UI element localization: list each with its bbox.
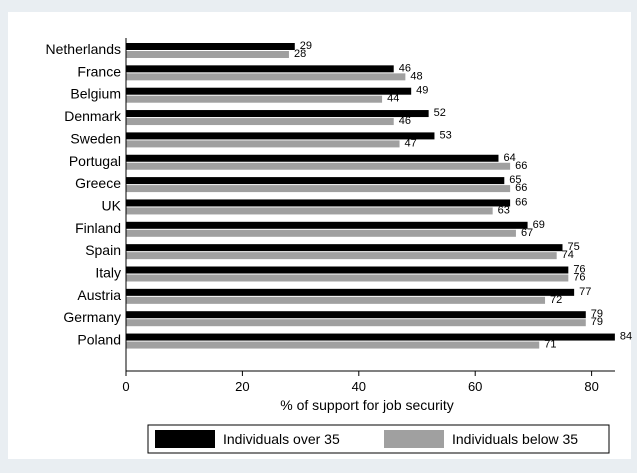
value-label-netherlands-below-35: 28 — [294, 48, 306, 60]
category-label-belgium: Belgium — [70, 86, 121, 102]
bar-belgium-over-35 — [126, 87, 412, 95]
value-label-austria-over-35: 77 — [579, 286, 591, 298]
x-tick-label-0: 0 — [122, 379, 129, 394]
value-label-greece-below-35: 66 — [515, 182, 527, 194]
bar-greece-below-35 — [126, 185, 511, 193]
value-label-italy-over-35: 76 — [573, 264, 585, 276]
value-label-finland-below-35: 67 — [521, 227, 533, 239]
legend-box — [147, 424, 610, 454]
value-label-france-over-35: 46 — [399, 62, 411, 74]
bar-greece-over-35 — [126, 177, 505, 185]
value-label-poland-below-35: 71 — [544, 339, 556, 351]
value-label-belgium-over-35: 49 — [416, 85, 428, 97]
value-label-denmark-below-35: 46 — [399, 115, 411, 127]
category-label-denmark: Denmark — [64, 108, 122, 124]
value-label-italy-below-35: 76 — [573, 272, 585, 284]
value-label-uk-over-35: 66 — [515, 196, 527, 208]
bar-austria-over-35 — [126, 288, 575, 296]
bar-poland-over-35 — [126, 333, 615, 341]
value-label-poland-over-35: 84 — [620, 331, 632, 343]
value-label-greece-over-35: 65 — [509, 174, 521, 186]
bar-austria-below-35 — [126, 296, 546, 304]
value-label-germany-over-35: 79 — [591, 308, 603, 320]
category-label-uk: UK — [102, 197, 122, 213]
category-label-sweden: Sweden — [70, 130, 121, 146]
value-label-belgium-below-35: 44 — [387, 93, 399, 105]
bar-uk-over-35 — [126, 199, 511, 207]
legend-swatch-over-35 — [155, 430, 215, 448]
bar-italy-below-35 — [126, 274, 569, 282]
bar-denmark-over-35 — [126, 110, 429, 118]
category-label-netherlands: Netherlands — [46, 41, 122, 57]
bar-sweden-over-35 — [126, 132, 435, 140]
value-label-sweden-below-35: 47 — [405, 137, 417, 149]
bar-poland-below-35 — [126, 341, 540, 349]
bar-portugal-below-35 — [126, 162, 511, 170]
legend-label-below-35: Individuals below 35 — [452, 431, 578, 447]
bar-portugal-over-35 — [126, 154, 499, 162]
category-label-austria: Austria — [77, 287, 121, 303]
bar-spain-below-35 — [126, 252, 557, 260]
category-label-italy: Italy — [95, 265, 121, 281]
value-label-spain-over-35: 75 — [568, 241, 580, 253]
legend-swatch-below-35 — [384, 430, 444, 448]
x-tick-label-40: 40 — [352, 379, 366, 394]
category-label-spain: Spain — [85, 242, 121, 258]
value-label-portugal-over-35: 64 — [503, 152, 515, 164]
bar-finland-over-35 — [126, 221, 528, 229]
value-label-germany-below-35: 79 — [591, 316, 603, 328]
bar-uk-below-35 — [126, 207, 493, 215]
bar-netherlands-over-35 — [126, 43, 295, 50]
category-label-greece: Greece — [75, 175, 121, 191]
x-axis-label: % of support for job security — [280, 397, 454, 413]
legend: Individuals over 35 Individuals below 35 — [147, 424, 610, 454]
bar-belgium-below-35 — [126, 95, 383, 103]
value-label-france-below-35: 48 — [410, 70, 422, 82]
value-label-uk-below-35: 63 — [498, 204, 510, 216]
x-tick-label-20: 20 — [235, 379, 249, 394]
bar-sweden-below-35 — [126, 140, 400, 148]
x-tick-label-60: 60 — [468, 379, 482, 394]
category-label-poland: Poland — [77, 332, 121, 348]
category-label-germany: Germany — [63, 309, 121, 325]
bar-italy-over-35 — [126, 266, 569, 274]
category-label-france: France — [77, 63, 121, 79]
value-label-austria-below-35: 72 — [550, 294, 562, 306]
category-label-portugal: Portugal — [69, 153, 121, 169]
value-label-finland-over-35: 69 — [533, 219, 545, 231]
bar-france-over-35 — [126, 65, 394, 73]
bar-france-below-35 — [126, 73, 406, 81]
bar-spain-over-35 — [126, 244, 563, 252]
bar-finland-below-35 — [126, 229, 516, 237]
value-label-sweden-over-35: 53 — [439, 129, 451, 141]
value-label-spain-below-35: 74 — [562, 249, 574, 261]
bar-germany-over-35 — [126, 311, 586, 319]
bar-netherlands-below-35 — [126, 51, 289, 58]
value-label-netherlands-over-35: 29 — [300, 40, 312, 52]
value-label-portugal-below-35: 66 — [515, 160, 527, 172]
legend-label-over-35: Individuals over 35 — [223, 431, 340, 447]
bar-germany-below-35 — [126, 319, 586, 327]
value-label-denmark-over-35: 52 — [434, 107, 446, 119]
bar-denmark-below-35 — [126, 118, 394, 126]
x-tick-label-80: 80 — [584, 379, 598, 394]
category-label-finland: Finland — [75, 220, 121, 236]
